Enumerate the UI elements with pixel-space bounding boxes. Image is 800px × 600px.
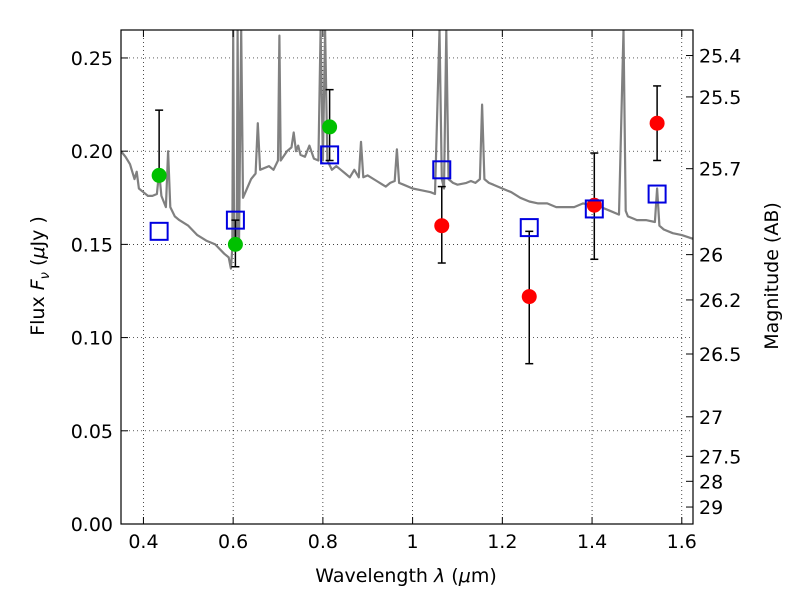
x-tick-label: 0.6 bbox=[218, 531, 248, 553]
error-bars bbox=[155, 85, 662, 365]
spectrum-line bbox=[121, 30, 693, 270]
x-tick-label: 0.8 bbox=[308, 531, 338, 553]
y2-axis-label: Magnitude (AB) bbox=[761, 202, 783, 350]
data-point-circle bbox=[649, 115, 665, 131]
data-point-circle bbox=[521, 289, 537, 305]
axis-ticks: 0.4 0.6 0.8 1 1.2 1.4 1.6 0.00 0.05 0.10 0.15 0.20 0… bbox=[71, 30, 741, 553]
grid bbox=[121, 30, 693, 525]
data-point-square bbox=[647, 184, 667, 204]
y-tick-label: 0.10 bbox=[71, 328, 113, 350]
y2-tick-label: 29 bbox=[699, 497, 723, 519]
spectrum-line-group bbox=[121, 30, 693, 270]
y-axis-label: Flux Fν (μJy ) bbox=[27, 216, 53, 336]
data-markers bbox=[149, 115, 667, 305]
x-axis-label: Wavelength λ (μm) bbox=[315, 565, 496, 587]
y-tick-label: 0.25 bbox=[71, 48, 113, 70]
data-point-square bbox=[519, 218, 539, 238]
y2-tick-label: 26.5 bbox=[699, 344, 741, 366]
y2-tick-label: 27.5 bbox=[699, 446, 741, 468]
y2-tick-label: 25.5 bbox=[699, 87, 741, 109]
y2-tick-label: 28 bbox=[699, 471, 723, 493]
plot-frame bbox=[120, 29, 694, 525]
data-point-circle bbox=[227, 236, 243, 252]
data-point-square bbox=[225, 210, 245, 230]
data-point-circle bbox=[322, 119, 338, 135]
x-tick-label: 1.2 bbox=[487, 531, 517, 553]
data-point-square bbox=[432, 160, 452, 180]
data-point-circle bbox=[434, 218, 450, 234]
y-tick-label: 0.05 bbox=[71, 421, 113, 443]
data-point-circle bbox=[586, 197, 602, 213]
y2-tick-label: 25.7 bbox=[699, 159, 741, 181]
y2-tick-label: 26.2 bbox=[699, 290, 741, 312]
x-tick-label: 0.4 bbox=[128, 531, 158, 553]
data-point-circle bbox=[151, 167, 167, 183]
x-tick-label: 1 bbox=[407, 531, 419, 553]
data-point-square bbox=[149, 221, 169, 241]
y-tick-label: 0.00 bbox=[71, 514, 113, 536]
data-point-square bbox=[584, 199, 604, 219]
data-point-square bbox=[320, 145, 340, 165]
x-tick-label: 1.6 bbox=[667, 531, 697, 553]
y-tick-label: 0.15 bbox=[71, 234, 113, 256]
y2-tick-label: 25.4 bbox=[699, 46, 741, 68]
x-tick-label: 1.4 bbox=[577, 531, 607, 553]
y2-tick-label: 26 bbox=[699, 245, 723, 267]
y2-tick-label: 27 bbox=[699, 407, 723, 429]
y-tick-label: 0.20 bbox=[71, 141, 113, 163]
